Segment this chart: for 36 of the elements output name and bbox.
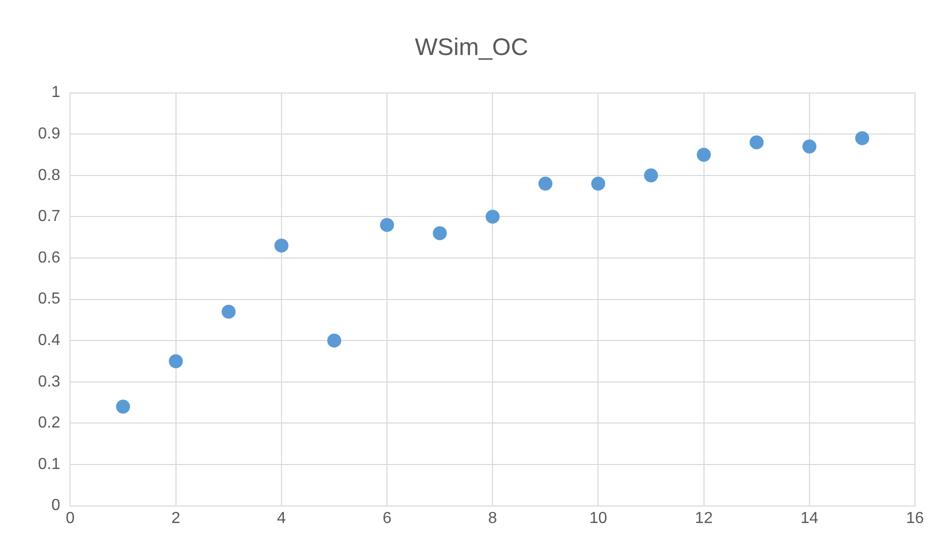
x-tick-label: 8 (488, 510, 498, 527)
point (116, 400, 130, 414)
y-tick-label: 0.4 (38, 332, 60, 350)
point (432, 226, 447, 240)
y-tick-label: 0.6 (38, 249, 60, 266)
point (274, 238, 288, 253)
x-tick-label: 6 (382, 510, 392, 527)
point (802, 139, 816, 154)
point (222, 304, 236, 319)
point (750, 135, 764, 150)
x-tick-label: 12 (694, 510, 713, 527)
y-tick-label: 1 (51, 84, 60, 102)
y-tick-label: 0 (51, 497, 60, 514)
point (855, 131, 870, 146)
y-tick-label: 0.3 (38, 373, 60, 390)
x-tick-label: 2 (171, 510, 180, 527)
y-tick-label: 0.5 (38, 290, 60, 308)
x-tick-label: 10 (589, 510, 608, 527)
chart-title: WSim_OC (414, 34, 528, 62)
x-tick-label: 0 (66, 510, 75, 527)
point (168, 354, 183, 368)
y-tick-label: 0.9 (38, 126, 60, 143)
x-tick-label: 16 (906, 510, 924, 527)
point (696, 148, 711, 162)
y-tick-label: 0.1 (38, 456, 60, 473)
point (380, 218, 394, 232)
point (644, 168, 658, 182)
point (591, 176, 606, 191)
point (538, 176, 552, 191)
y-tick-label: 0.8 (38, 166, 60, 184)
y-tick-label: 0.7 (38, 208, 60, 226)
x-tick-label: 4 (276, 510, 286, 527)
x-tick-label: 14 (800, 510, 818, 527)
y-tick-label: 0.2 (38, 414, 60, 432)
point (486, 210, 500, 224)
point (327, 334, 342, 348)
